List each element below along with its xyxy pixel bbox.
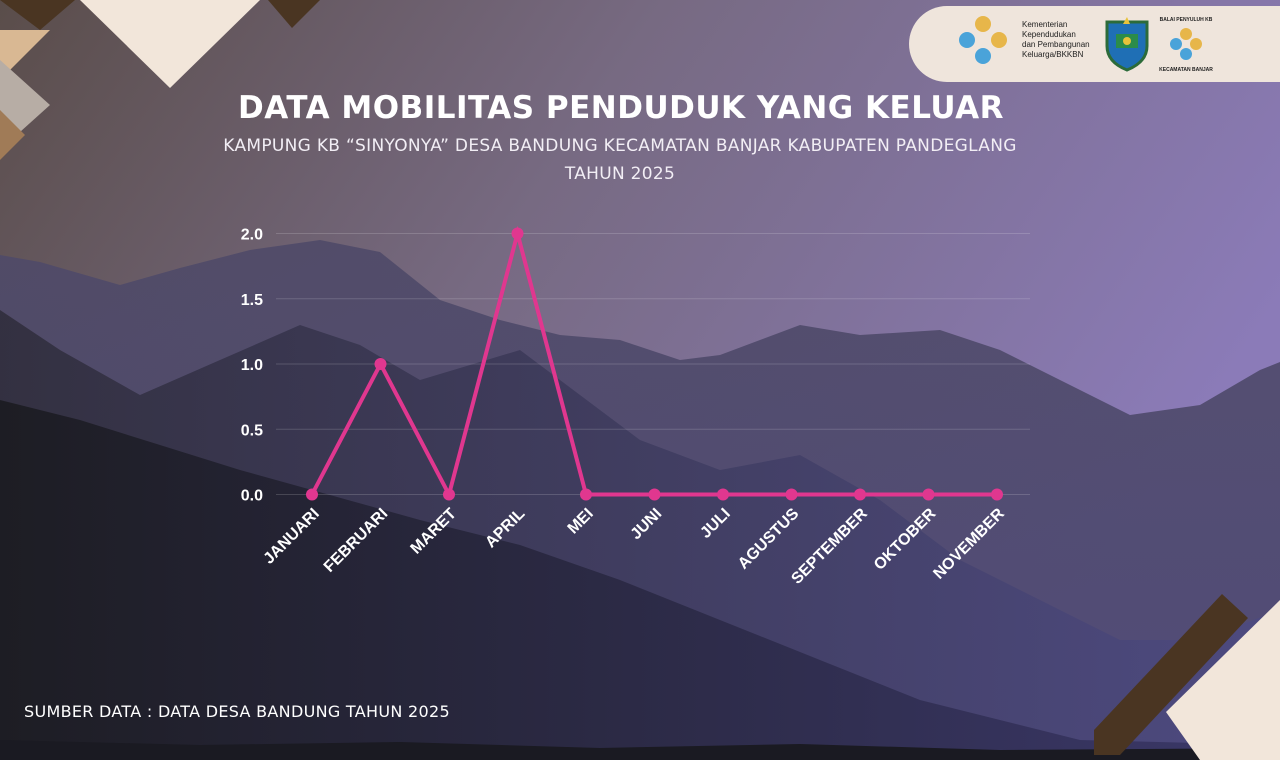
data-source-note: SUMBER DATA : DATA DESA BANDUNG TAHUN 20… (24, 702, 450, 721)
data-point (991, 488, 1003, 501)
x-tick-label: MEI (565, 505, 597, 537)
balai-text-bottom: KECAMATAN BANJAR (1159, 67, 1213, 73)
pandeglang-crest-icon (1105, 17, 1149, 72)
x-tick-label: AGUSTUS (735, 505, 803, 573)
data-point (511, 227, 524, 240)
bkkbn-text-line: Kependudukan (1022, 30, 1076, 39)
y-tick-label: 1.0 (241, 357, 263, 374)
x-tick-label: OKTOBER (871, 505, 940, 574)
data-point (922, 488, 935, 501)
bkkbn-logo-text: Kementerian Kependudukan dan Pembangunan… (1022, 20, 1090, 60)
deco-brown-left (0, 110, 25, 160)
data-point (854, 488, 866, 501)
data-point (785, 488, 798, 501)
x-tick-label: APRIL (482, 505, 528, 551)
x-tick-label: MARET (408, 505, 460, 557)
balai-text-top: BALAI PENYULUH KB (1160, 17, 1213, 23)
data-point (717, 488, 729, 501)
deco-tan-left (0, 30, 50, 80)
data-point (648, 488, 661, 501)
bkkbn-text-line: dan Pembangunan (1022, 40, 1090, 49)
y-axis-ticks: 0.0 0.5 1.0 1.5 2.0 (241, 227, 263, 505)
chart-series (306, 225, 1003, 501)
bkkbn-logo-icon (959, 16, 1007, 64)
x-tick-label: NOVEMBER (930, 505, 1008, 583)
y-tick-label: 0.5 (241, 422, 263, 439)
y-tick-label: 2.0 (241, 227, 263, 244)
y-tick-label: 0.0 (241, 488, 263, 505)
chart-grid (276, 233, 1030, 495)
bkkbn-text-line: Keluarga/BKKBN (1022, 50, 1084, 59)
page-subtitle: KAMPUNG KB “SINYONYA” DESA BANDUNG KECAM… (223, 136, 1017, 156)
deco-cream-triangle-top (80, 0, 260, 88)
deco-brown-small-top (268, 0, 320, 28)
data-point (374, 358, 387, 370)
page-title: DATA MOBILITAS PENDUDUK YANG KELUAR (238, 90, 1004, 126)
deco-brown-bottom-right (1094, 594, 1248, 755)
data-point (443, 488, 455, 501)
x-tick-label: FEBRUARI (321, 505, 391, 575)
x-tick-label: JULI (697, 505, 734, 542)
deco-brown-triangle-top (0, 0, 75, 30)
bkkbn-text-line: Kementerian (1022, 20, 1068, 29)
x-tick-label: JUNI (628, 505, 666, 543)
data-point (306, 488, 318, 501)
data-point (580, 488, 592, 501)
deco-cream-bottom-right (1166, 600, 1280, 760)
x-tick-label: JANUARI (261, 505, 323, 567)
balai-penyuluh-logo-icon: BALAI PENYULUH KB KECAMATAN BANJAR (1157, 15, 1215, 73)
y-tick-label: 1.5 (241, 292, 263, 309)
page-subtitle-year: TAHUN 2025 (564, 164, 676, 184)
